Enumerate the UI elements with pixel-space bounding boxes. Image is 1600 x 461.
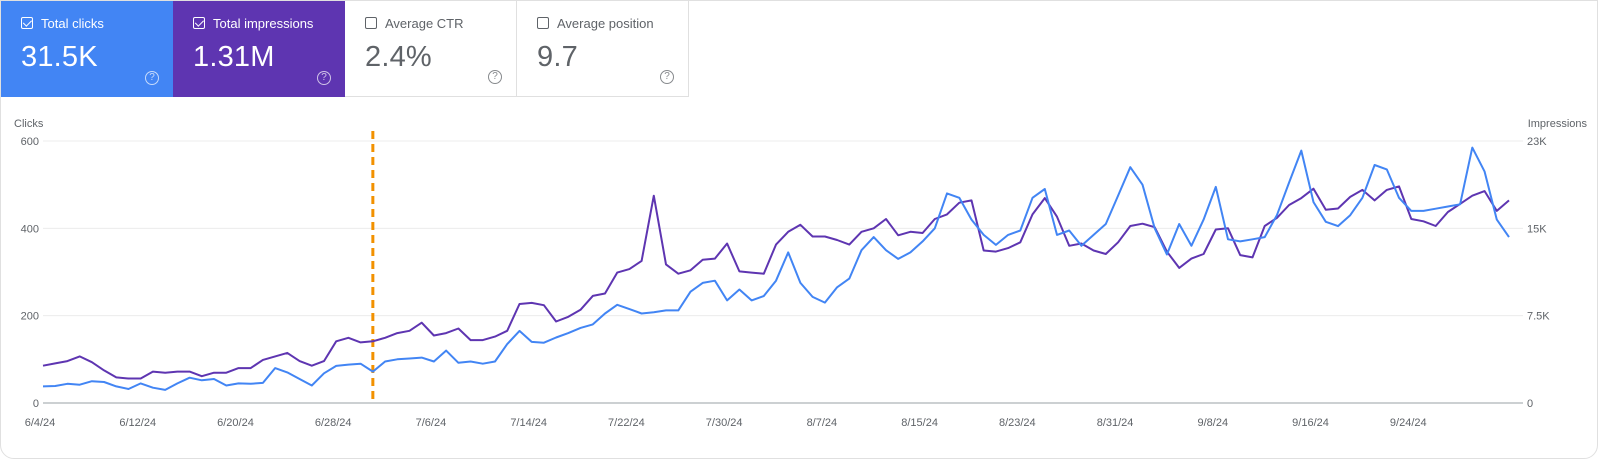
left-tick-label: 0 [33,398,39,410]
left-axis-title: Clicks [14,118,44,130]
left-tick-label: 600 [21,136,39,148]
x-tick-label: 8/15/24 [901,417,938,429]
x-tick-label: 9/8/24 [1198,417,1229,429]
metric-card-total-impressions[interactable]: Total impressions 1.31M ? [173,1,345,97]
help-icon[interactable]: ? [145,71,159,85]
x-tick-label: 9/24/24 [1390,417,1427,429]
right-axis-ticks: 0 7.5K 15K 23K [1527,136,1550,410]
line-chart-svg: 0 200 400 600 0 7.5K 15K 23K Clicks Impression… [14,118,1588,429]
help-icon[interactable]: ? [317,71,331,85]
x-axis-ticks: 6/4/24 6/12/24 6/20/24 6/28/24 7/6/24 7/14/24… [25,417,1427,429]
metric-value: 31.5K [21,41,98,73]
x-tick-label: 6/28/24 [315,417,352,429]
x-tick-label: 8/7/24 [807,417,838,429]
checkbox-checked-icon[interactable] [193,17,205,29]
x-tick-label: 6/4/24 [25,417,56,429]
checkbox-checked-icon[interactable] [21,17,33,29]
left-tick-label: 200 [21,311,39,323]
metric-card-average-position[interactable]: Average position 9.7 ? [517,1,689,97]
x-tick-label: 7/22/24 [608,417,645,429]
right-tick-label: 0 [1527,398,1533,410]
right-axis-title: Impressions [1528,118,1588,130]
metric-cards: Total clicks 31.5K ? Total impressions 1… [1,1,689,97]
x-tick-label: 8/31/24 [1097,417,1134,429]
checkbox-unchecked-icon[interactable] [537,17,549,29]
metric-card-total-clicks[interactable]: Total clicks 31.5K ? [1,1,173,97]
right-tick-label: 15K [1527,223,1547,235]
metric-card-average-ctr[interactable]: Average CTR 2.4% ? [345,1,517,97]
metric-label: Total impressions [213,15,314,31]
help-icon[interactable]: ? [488,70,502,84]
metric-value: 1.31M [193,41,275,73]
x-tick-label: 9/16/24 [1292,417,1329,429]
x-tick-label: 6/20/24 [217,417,254,429]
x-tick-label: 7/6/24 [416,417,447,429]
series-line-impressions [42,185,1510,380]
metric-value: 9.7 [537,41,578,73]
metric-label: Average CTR [385,15,464,31]
right-tick-label: 23K [1527,136,1547,148]
checkbox-unchecked-icon[interactable] [365,17,377,29]
help-icon[interactable]: ? [660,70,674,84]
x-tick-label: 6/12/24 [119,417,156,429]
x-tick-label: 7/14/24 [510,417,547,429]
right-tick-label: 7.5K [1527,311,1550,323]
left-axis-ticks: 0 200 400 600 [21,136,39,410]
metric-value: 2.4% [365,41,432,73]
metric-label: Total clicks [41,15,104,31]
x-tick-label: 8/23/24 [999,417,1036,429]
performance-chart: 0 200 400 600 0 7.5K 15K 23K Clicks Impression… [1,101,1597,458]
series-line-clicks [42,146,1510,391]
metric-label: Average position [557,15,654,31]
left-tick-label: 400 [21,223,39,235]
gridlines [43,140,1523,404]
x-tick-label: 7/30/24 [706,417,743,429]
